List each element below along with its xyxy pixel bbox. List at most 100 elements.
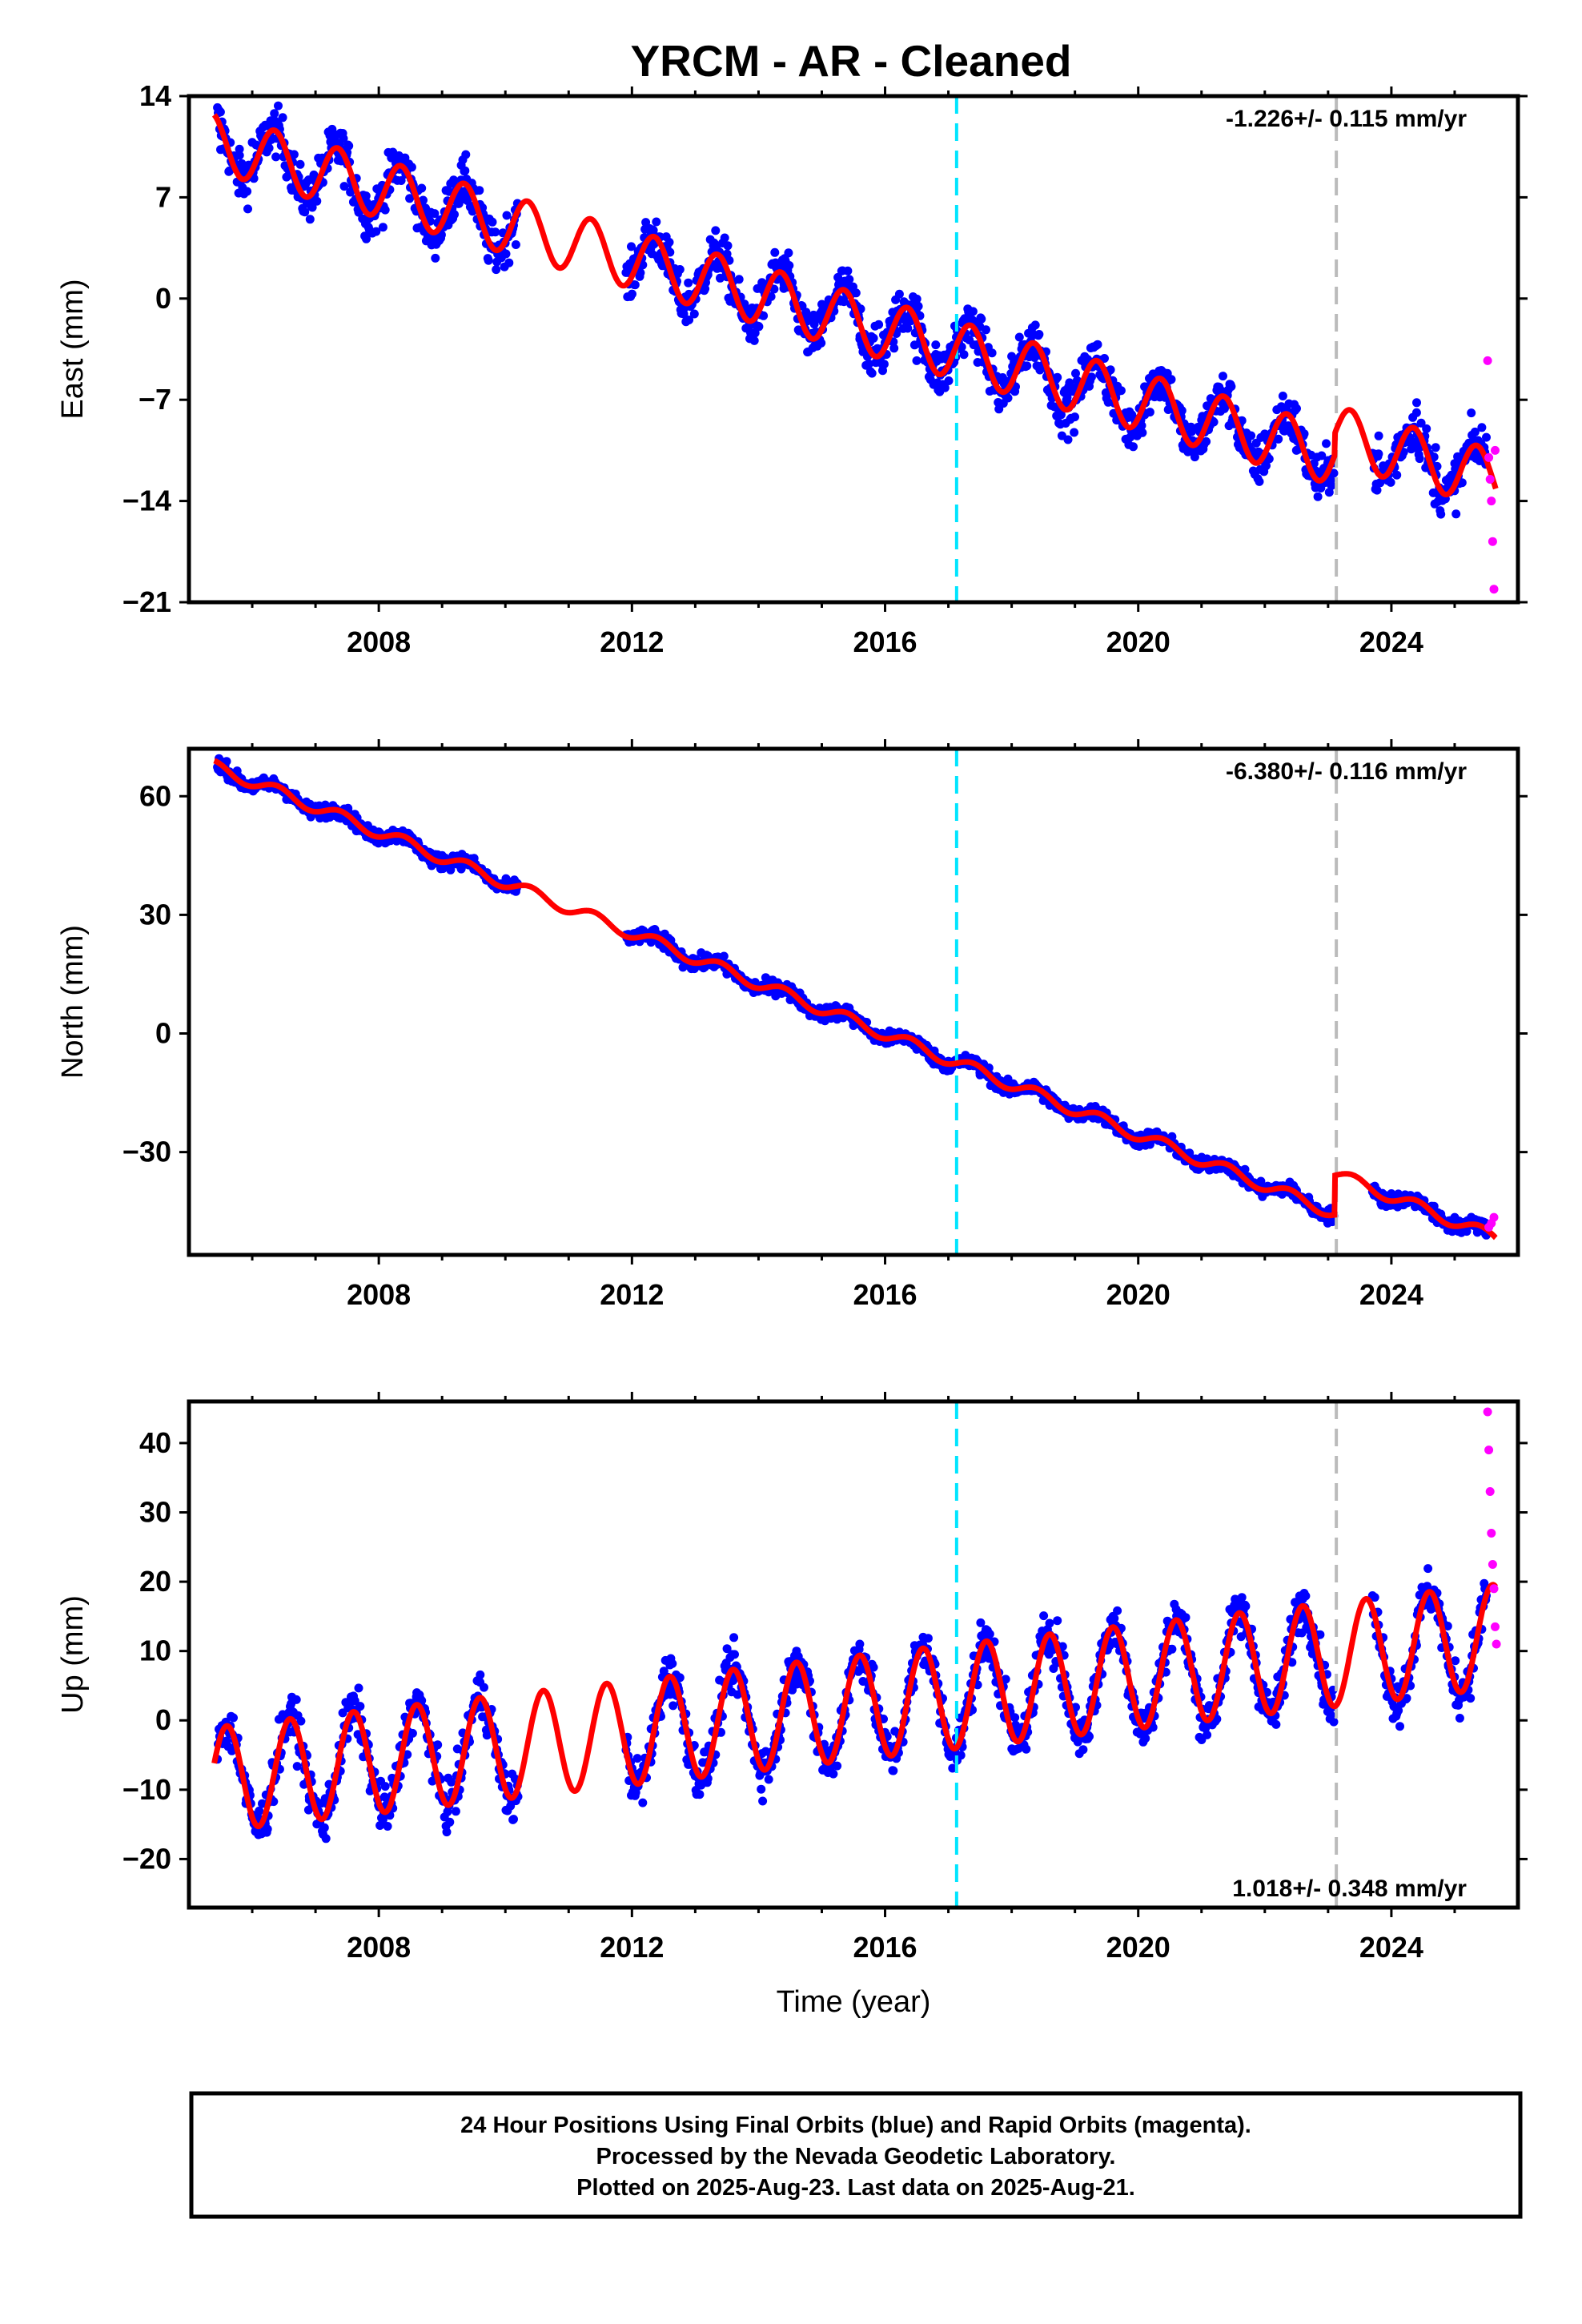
east-final-point	[754, 322, 764, 332]
east-final-point	[1274, 434, 1283, 444]
east-final-point	[430, 209, 440, 219]
up-final-point	[1271, 1719, 1281, 1729]
east-final-point	[1166, 375, 1176, 384]
east-xtick-label: 2008	[347, 625, 411, 658]
east-final-point	[405, 194, 415, 203]
east-final-point	[1003, 393, 1013, 403]
east-final-point	[1392, 470, 1402, 480]
east-final-point	[371, 227, 381, 236]
up-final-point	[638, 1798, 648, 1807]
east-final-point	[1374, 431, 1383, 440]
up-final-point	[408, 1728, 417, 1738]
north-final-point	[785, 995, 795, 1004]
up-ytick-label: 30	[139, 1496, 171, 1529]
east-final-point	[362, 234, 371, 243]
east-final-point	[749, 336, 759, 345]
east-final-point	[982, 325, 990, 335]
up-ytick-label: 40	[139, 1426, 171, 1459]
north-final-point	[722, 969, 732, 979]
up-final-point	[412, 1688, 422, 1698]
east-final-point	[1145, 408, 1154, 417]
east-final-point	[1071, 368, 1080, 378]
east-final-point	[1324, 488, 1334, 497]
up-final-point	[669, 1701, 678, 1711]
east-final-point	[1472, 449, 1481, 458]
east-final-point	[289, 150, 299, 159]
east-final-point	[843, 266, 853, 275]
east-final-point	[734, 275, 744, 284]
east-final-point	[723, 241, 733, 251]
east-final-point	[969, 340, 978, 350]
east-rapid-point	[1483, 356, 1492, 365]
east-final-point	[304, 175, 314, 185]
east-final-point	[396, 176, 406, 185]
up-final-point	[509, 1815, 518, 1824]
east-final-point	[264, 143, 274, 153]
up-ytick-label: 10	[139, 1634, 171, 1667]
east-final-point	[305, 215, 315, 224]
north-rapid-points	[1484, 1212, 1499, 1232]
up-final-point	[433, 1740, 443, 1750]
east-final-point	[652, 217, 661, 227]
up-final-point	[729, 1633, 739, 1642]
east-final-point	[1429, 452, 1439, 462]
east-final-point	[461, 150, 471, 159]
north-final-point	[849, 1021, 858, 1031]
east-final-point	[247, 138, 257, 147]
east-final-point	[874, 320, 884, 329]
east-final-point	[1264, 454, 1274, 464]
east-xtick-label: 2020	[1106, 625, 1170, 658]
east-ytick-label: 7	[155, 180, 171, 213]
up-final-point	[829, 1769, 838, 1779]
east-final-point	[1137, 420, 1146, 430]
east-xtick-label: 2012	[600, 625, 664, 658]
east-xtick-label: 2024	[1359, 625, 1423, 658]
up-final-point	[1423, 1564, 1433, 1574]
north-ytick-label: 60	[139, 779, 171, 812]
up-final-point	[1466, 1694, 1476, 1703]
east-final-point	[1177, 406, 1186, 416]
up-rapid-point	[1489, 1584, 1499, 1594]
north-xtick-label: 2024	[1359, 1278, 1423, 1311]
east-final-point	[1477, 423, 1487, 432]
east-final-point	[1102, 393, 1111, 403]
up-rapid-point	[1484, 1445, 1494, 1455]
up-final-point	[1167, 1644, 1177, 1654]
east-final-point	[1062, 392, 1072, 402]
east-ytick-label: 0	[155, 282, 171, 315]
east-final-point	[215, 107, 225, 117]
east-final-point	[1217, 386, 1227, 396]
footer-line-1: 24 Hour Positions Using Final Orbits (bl…	[460, 2113, 1251, 2138]
east-rapid-point	[1484, 452, 1494, 462]
east-final-point	[836, 296, 845, 305]
up-final-point	[263, 1824, 272, 1834]
east-final-point	[845, 275, 854, 284]
east-final-point	[511, 240, 520, 249]
up-rapid-point	[1485, 1487, 1495, 1496]
east-final-point	[475, 186, 484, 195]
east-rate-label: -1.226+/- 0.115 mm/yr	[1226, 106, 1467, 132]
up-final-point	[1010, 1713, 1020, 1723]
east-final-point	[1086, 372, 1096, 382]
east-final-point	[766, 292, 776, 301]
up-final-point	[445, 1817, 455, 1827]
east-final-point	[243, 204, 252, 214]
east-final-point	[1374, 449, 1383, 459]
east-final-point	[1416, 418, 1426, 428]
east-final-point	[450, 210, 459, 219]
east-final-point	[1106, 365, 1115, 375]
north-xtick-label: 2020	[1106, 1278, 1170, 1311]
east-final-point	[889, 344, 899, 353]
north-ytick-label: 0	[155, 1017, 171, 1050]
east-ytick-label: −7	[139, 383, 171, 416]
east-final-points	[213, 101, 1491, 519]
east-final-point	[378, 223, 387, 232]
east-final-point	[492, 265, 501, 275]
east-final-point	[750, 328, 760, 338]
east-final-point	[235, 144, 244, 154]
east-final-point	[1034, 330, 1044, 339]
north-xtick-label: 2008	[347, 1278, 411, 1311]
east-rapid-point	[1489, 585, 1499, 594]
east-final-point	[1216, 407, 1225, 416]
